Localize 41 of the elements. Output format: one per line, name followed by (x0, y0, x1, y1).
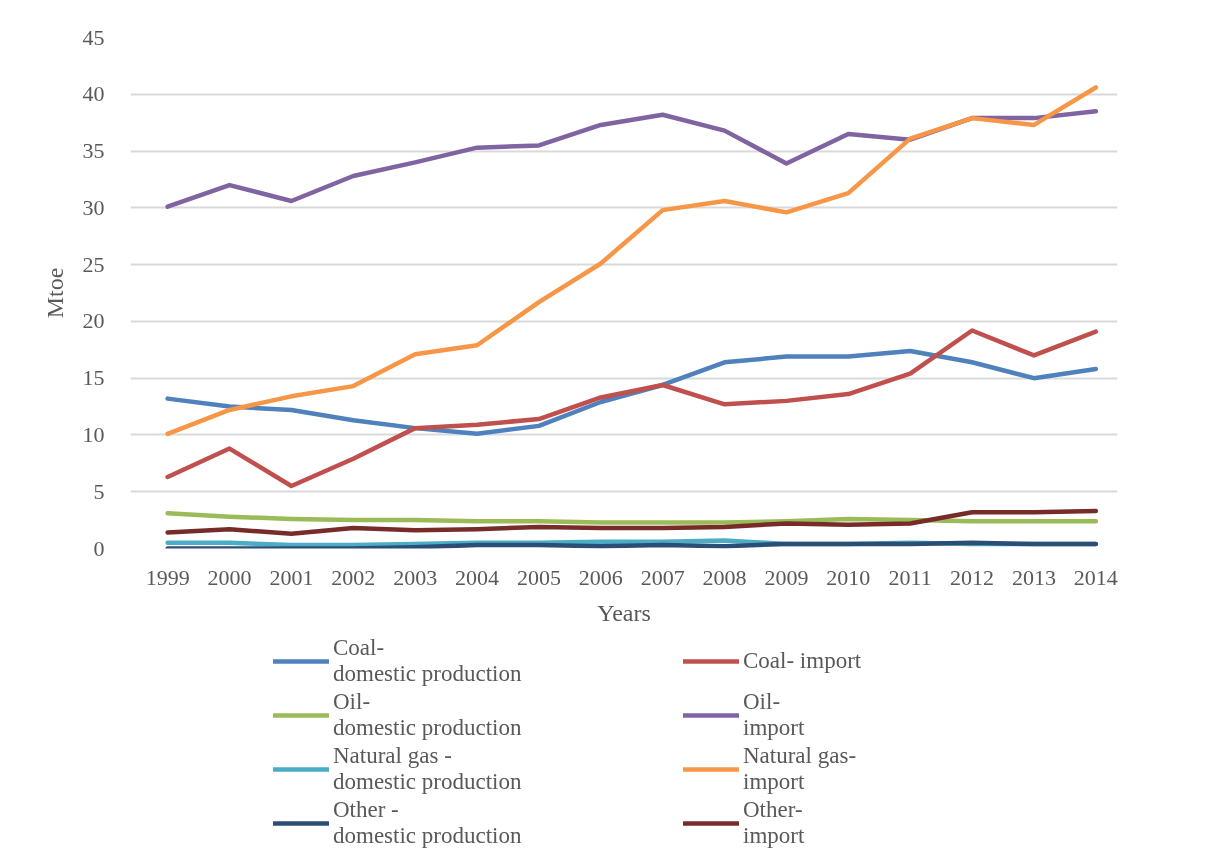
legend-label: Oil- domestic production (333, 688, 523, 742)
y-tick-label: 0 (93, 535, 105, 561)
x-tick-label: 2006 (578, 564, 623, 590)
y-tick-label: 20 (82, 308, 105, 334)
x-axis-title: Years (597, 599, 651, 626)
y-tick-label: 45 (82, 24, 105, 50)
legend-label: Coal- import (743, 647, 863, 675)
y-tick-label: 25 (82, 251, 105, 277)
x-tick-label: 2012 (950, 564, 995, 590)
x-tick-label: 2013 (1011, 564, 1056, 590)
x-tick-label: 2009 (764, 564, 809, 590)
x-tick-label: 1999 (145, 564, 190, 590)
y-tick-label: 30 (82, 194, 105, 220)
y-tick-label: 5 (93, 478, 105, 504)
line-series (165, 508, 1099, 536)
x-tick-label: 2011 (888, 564, 932, 590)
y-axis-title: Mtoe (41, 267, 68, 319)
y-tick-label: 10 (82, 421, 105, 447)
y-tick-label: 15 (82, 365, 105, 391)
legend-label: Oil- import (743, 688, 806, 742)
x-tick-label: 2004 (455, 564, 500, 590)
legend-label: Other - domestic production (333, 796, 523, 850)
x-tick-label: 2014 (1073, 564, 1118, 590)
x-tick-label: 2000 (207, 564, 252, 590)
x-tick-label: 2007 (640, 564, 685, 590)
line-series (165, 348, 1099, 437)
legend-label: Coal- domestic production (333, 634, 523, 688)
x-tick-label: 2002 (331, 564, 376, 590)
legend-label: Natural gas - domestic production (333, 742, 523, 796)
legend-label: Other- import (743, 796, 806, 850)
y-tick-label: 40 (82, 81, 105, 107)
x-tick-label: 2001 (269, 564, 314, 590)
line-series (165, 328, 1099, 489)
line-series (165, 511, 1099, 525)
line-series (165, 85, 1099, 437)
x-tick-label: 2005 (516, 564, 561, 590)
x-tick-label: 2003 (393, 564, 438, 590)
legend-label: Natural gas- import (743, 742, 858, 796)
x-tick-label: 2008 (702, 564, 747, 590)
x-tick-label: 2010 (826, 564, 871, 590)
y-tick-label: 35 (82, 138, 105, 164)
